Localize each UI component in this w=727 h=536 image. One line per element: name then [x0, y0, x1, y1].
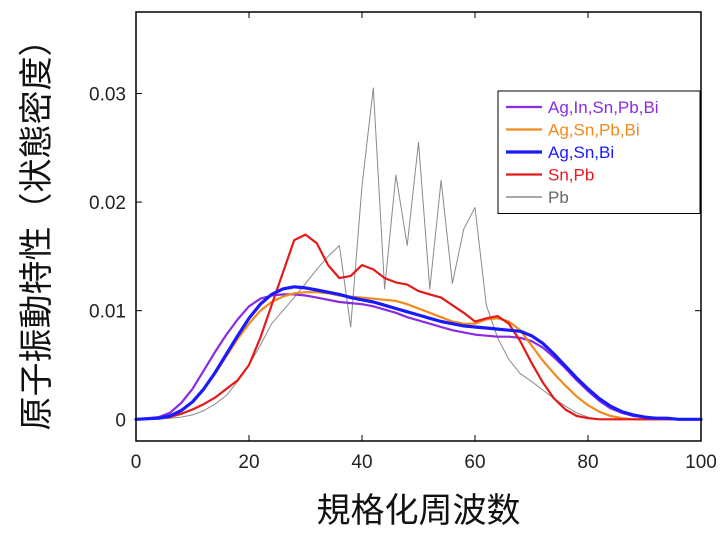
legend: Ag,In,Sn,Pb,Bi Ag,Sn,Pb,Bi Ag,Sn,Bi Sn,Pb Pb: [497, 90, 701, 214]
plot-frame: [135, 11, 702, 442]
legend-label: Sn,Pb: [548, 166, 594, 185]
x-tick-label: 20: [238, 452, 259, 473]
y-axis-title-group: 原子振動特性（状態密度）: [17, 23, 57, 431]
x-tick-label: 60: [464, 452, 485, 473]
series-line-1: [134, 291, 703, 421]
series-line-0: [134, 293, 703, 421]
series-line-3: [134, 233, 703, 421]
tick-layer: 0 20 40 60 80 100 0 0.01 0.02 0.03: [89, 12, 717, 473]
x-tick-label: 0: [131, 452, 142, 473]
legend-label: Ag,Sn,Pb,Bi: [548, 121, 640, 140]
legend-label: Pb: [548, 188, 569, 207]
x-tick-label: 100: [685, 452, 717, 473]
series-layer: [134, 87, 703, 421]
x-tick-label: 40: [351, 452, 372, 473]
x-axis-title: 規格化周波数: [317, 491, 521, 531]
y-tick-label: 0: [115, 410, 126, 431]
x-tick-label: 80: [577, 452, 598, 473]
series-line-2: [134, 285, 703, 421]
legend-label: Ag,Sn,Bi: [548, 143, 614, 162]
y-axis-title: 原子振動特性（状態密度）: [17, 23, 57, 431]
y-tick-label: 0.01: [89, 302, 126, 323]
y-tick-label: 0.03: [89, 84, 126, 105]
y-tick-label: 0.02: [89, 193, 126, 214]
legend-label: Ag,In,Sn,Pb,Bi: [548, 98, 659, 117]
